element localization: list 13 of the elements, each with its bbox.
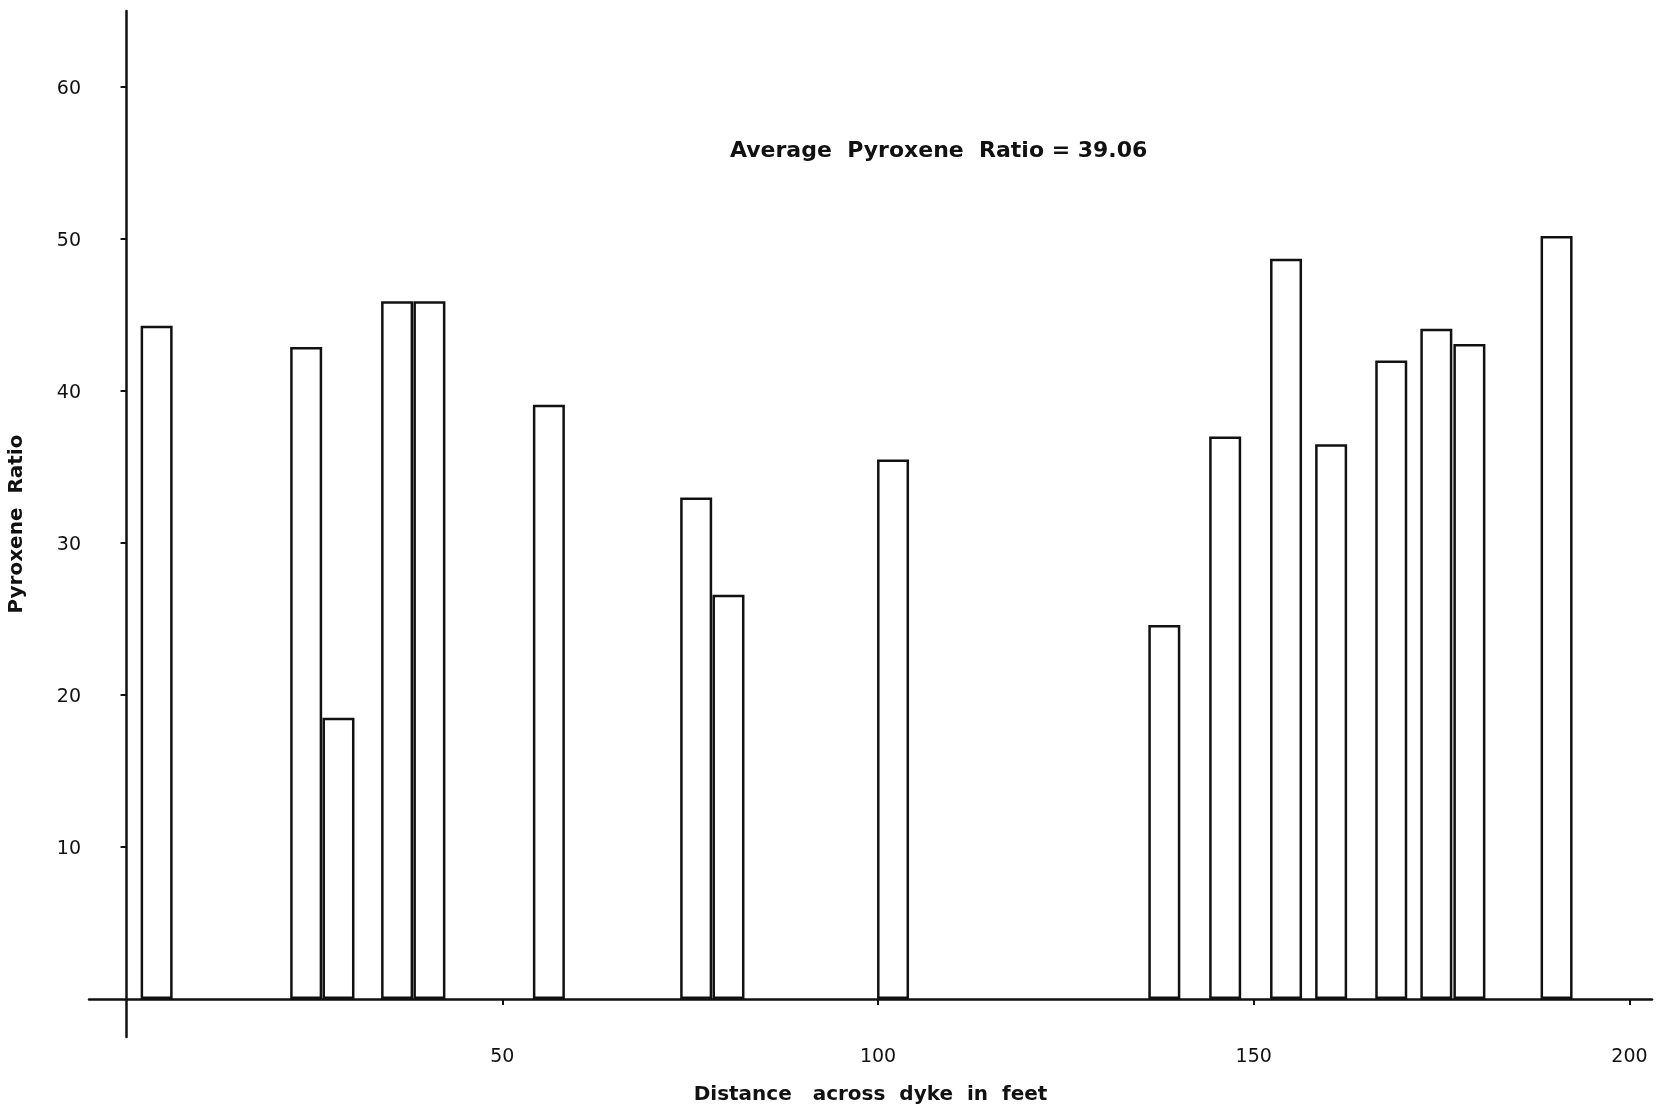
y-tick-label: 60	[56, 76, 81, 98]
x-tick-label: 200	[1611, 1043, 1648, 1066]
annotation: Average Pyroxene Ratio = 39.06	[730, 136, 1148, 162]
y-axis-title: Pyroxene Ratio	[3, 434, 27, 614]
x-tick-label: 100	[859, 1043, 897, 1066]
y-tick-label: 20	[56, 684, 81, 706]
x-tick-label: 150	[1235, 1043, 1272, 1066]
y-tick-label: 50	[56, 228, 81, 250]
y-tick-label: 40	[56, 380, 81, 402]
x-axis-title: Distance across dyke in feet	[693, 1081, 1048, 1105]
y-tick-label: 30	[56, 532, 81, 554]
x-tick-label: 50	[490, 1043, 515, 1066]
y-tick-label: 10	[56, 836, 81, 858]
